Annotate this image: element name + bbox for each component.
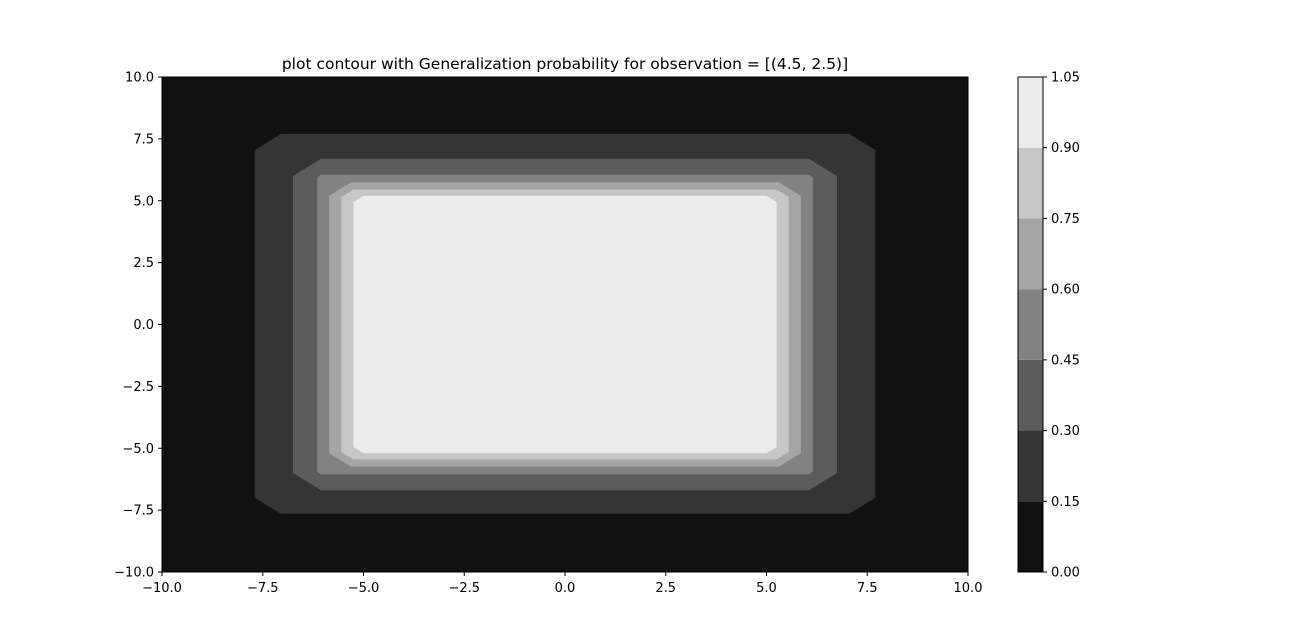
colorbar-segment-3 [1018, 289, 1043, 360]
colorbar-tick-label: 0.75 [1051, 212, 1080, 227]
x-tick-label: 7.5 [857, 581, 878, 596]
y-tick-label: −10.0 [114, 566, 154, 581]
colorbar-segment-1 [1018, 430, 1043, 502]
y-tick-label: 10.0 [125, 71, 154, 86]
colorbar-segment-6 [1018, 77, 1043, 148]
y-axis: −10.0 −7.5 −5.0 −2.5 0.0 2.5 5.0 7.5 10.0 [114, 71, 162, 581]
x-tick-label: −10.0 [142, 581, 182, 596]
colorbar: 0.00 0.15 0.30 0.45 0.60 0.75 0.90 1.05 [1017, 71, 1080, 581]
y-tick-label: −7.5 [122, 504, 154, 519]
x-tick-label: −5.0 [348, 581, 380, 596]
x-tick-label: 2.5 [655, 581, 676, 596]
colorbar-tick-label: 0.90 [1051, 141, 1080, 156]
colorbar-segment-5 [1018, 147, 1043, 219]
colorbar-segment-2 [1018, 359, 1043, 431]
x-tick-label: 10.0 [954, 581, 983, 596]
x-tick-label: 0.0 [555, 581, 576, 596]
y-tick-label: 2.5 [133, 256, 154, 271]
contour-plot-area [162, 77, 968, 572]
y-tick-label: −5.0 [122, 442, 154, 457]
colorbar-tick-label: 0.00 [1051, 566, 1080, 581]
chart-title: plot contour with Generalization probabi… [282, 55, 848, 73]
x-axis: −10.0 −7.5 −5.0 −2.5 0.0 2.5 5.0 7.5 10.0 [142, 572, 982, 596]
y-tick-label: −2.5 [122, 380, 154, 395]
y-tick-label: 0.0 [133, 318, 154, 333]
y-tick-label: 5.0 [133, 194, 154, 209]
x-tick-label: 5.0 [756, 581, 777, 596]
colorbar-tick-label: 1.05 [1051, 71, 1080, 86]
colorbar-tick-label: 0.30 [1051, 424, 1080, 439]
colorbar-segment-0 [1018, 501, 1043, 572]
x-tick-label: −7.5 [247, 581, 279, 596]
colorbar-tick-label: 0.15 [1051, 495, 1080, 510]
x-tick-label: −2.5 [448, 581, 480, 596]
y-tick-label: 7.5 [133, 132, 154, 147]
colorbar-segment-4 [1018, 218, 1043, 290]
colorbar-tick-label: 0.45 [1051, 353, 1080, 368]
contour-level-6 [353, 195, 777, 454]
colorbar-tick-label: 0.60 [1051, 283, 1080, 298]
colorbar-frame [1017, 76, 1044, 573]
